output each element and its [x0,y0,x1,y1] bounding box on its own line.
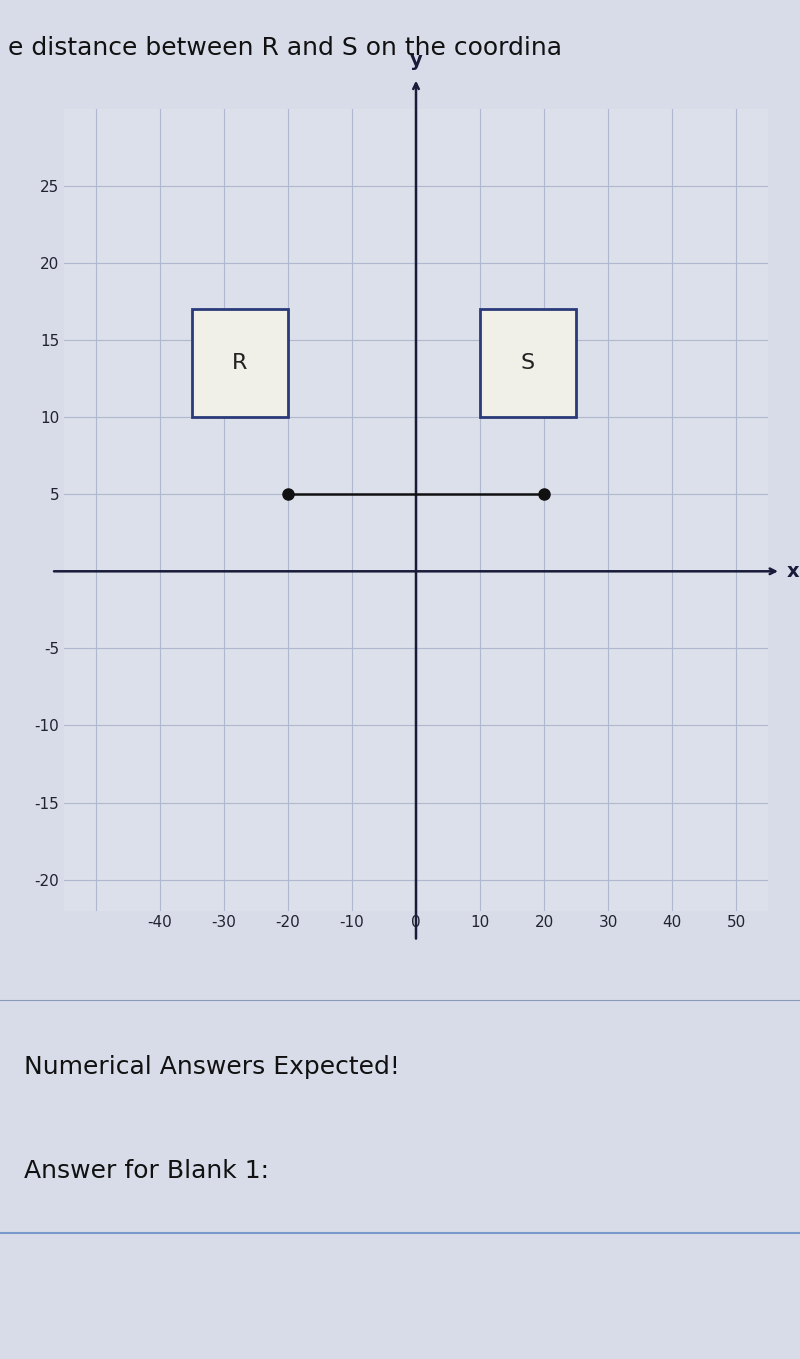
Text: R: R [232,353,248,374]
Text: S: S [521,353,535,374]
Text: x: x [787,561,800,580]
Text: e distance between R and S on the coordina: e distance between R and S on the coordi… [8,35,562,60]
Bar [480,308,576,417]
Text: Answer for Blank 1:: Answer for Blank 1: [24,1159,269,1182]
Bar [192,308,288,417]
Text: Numerical Answers Expected!: Numerical Answers Expected! [24,1056,400,1079]
Text: y: y [410,52,422,71]
